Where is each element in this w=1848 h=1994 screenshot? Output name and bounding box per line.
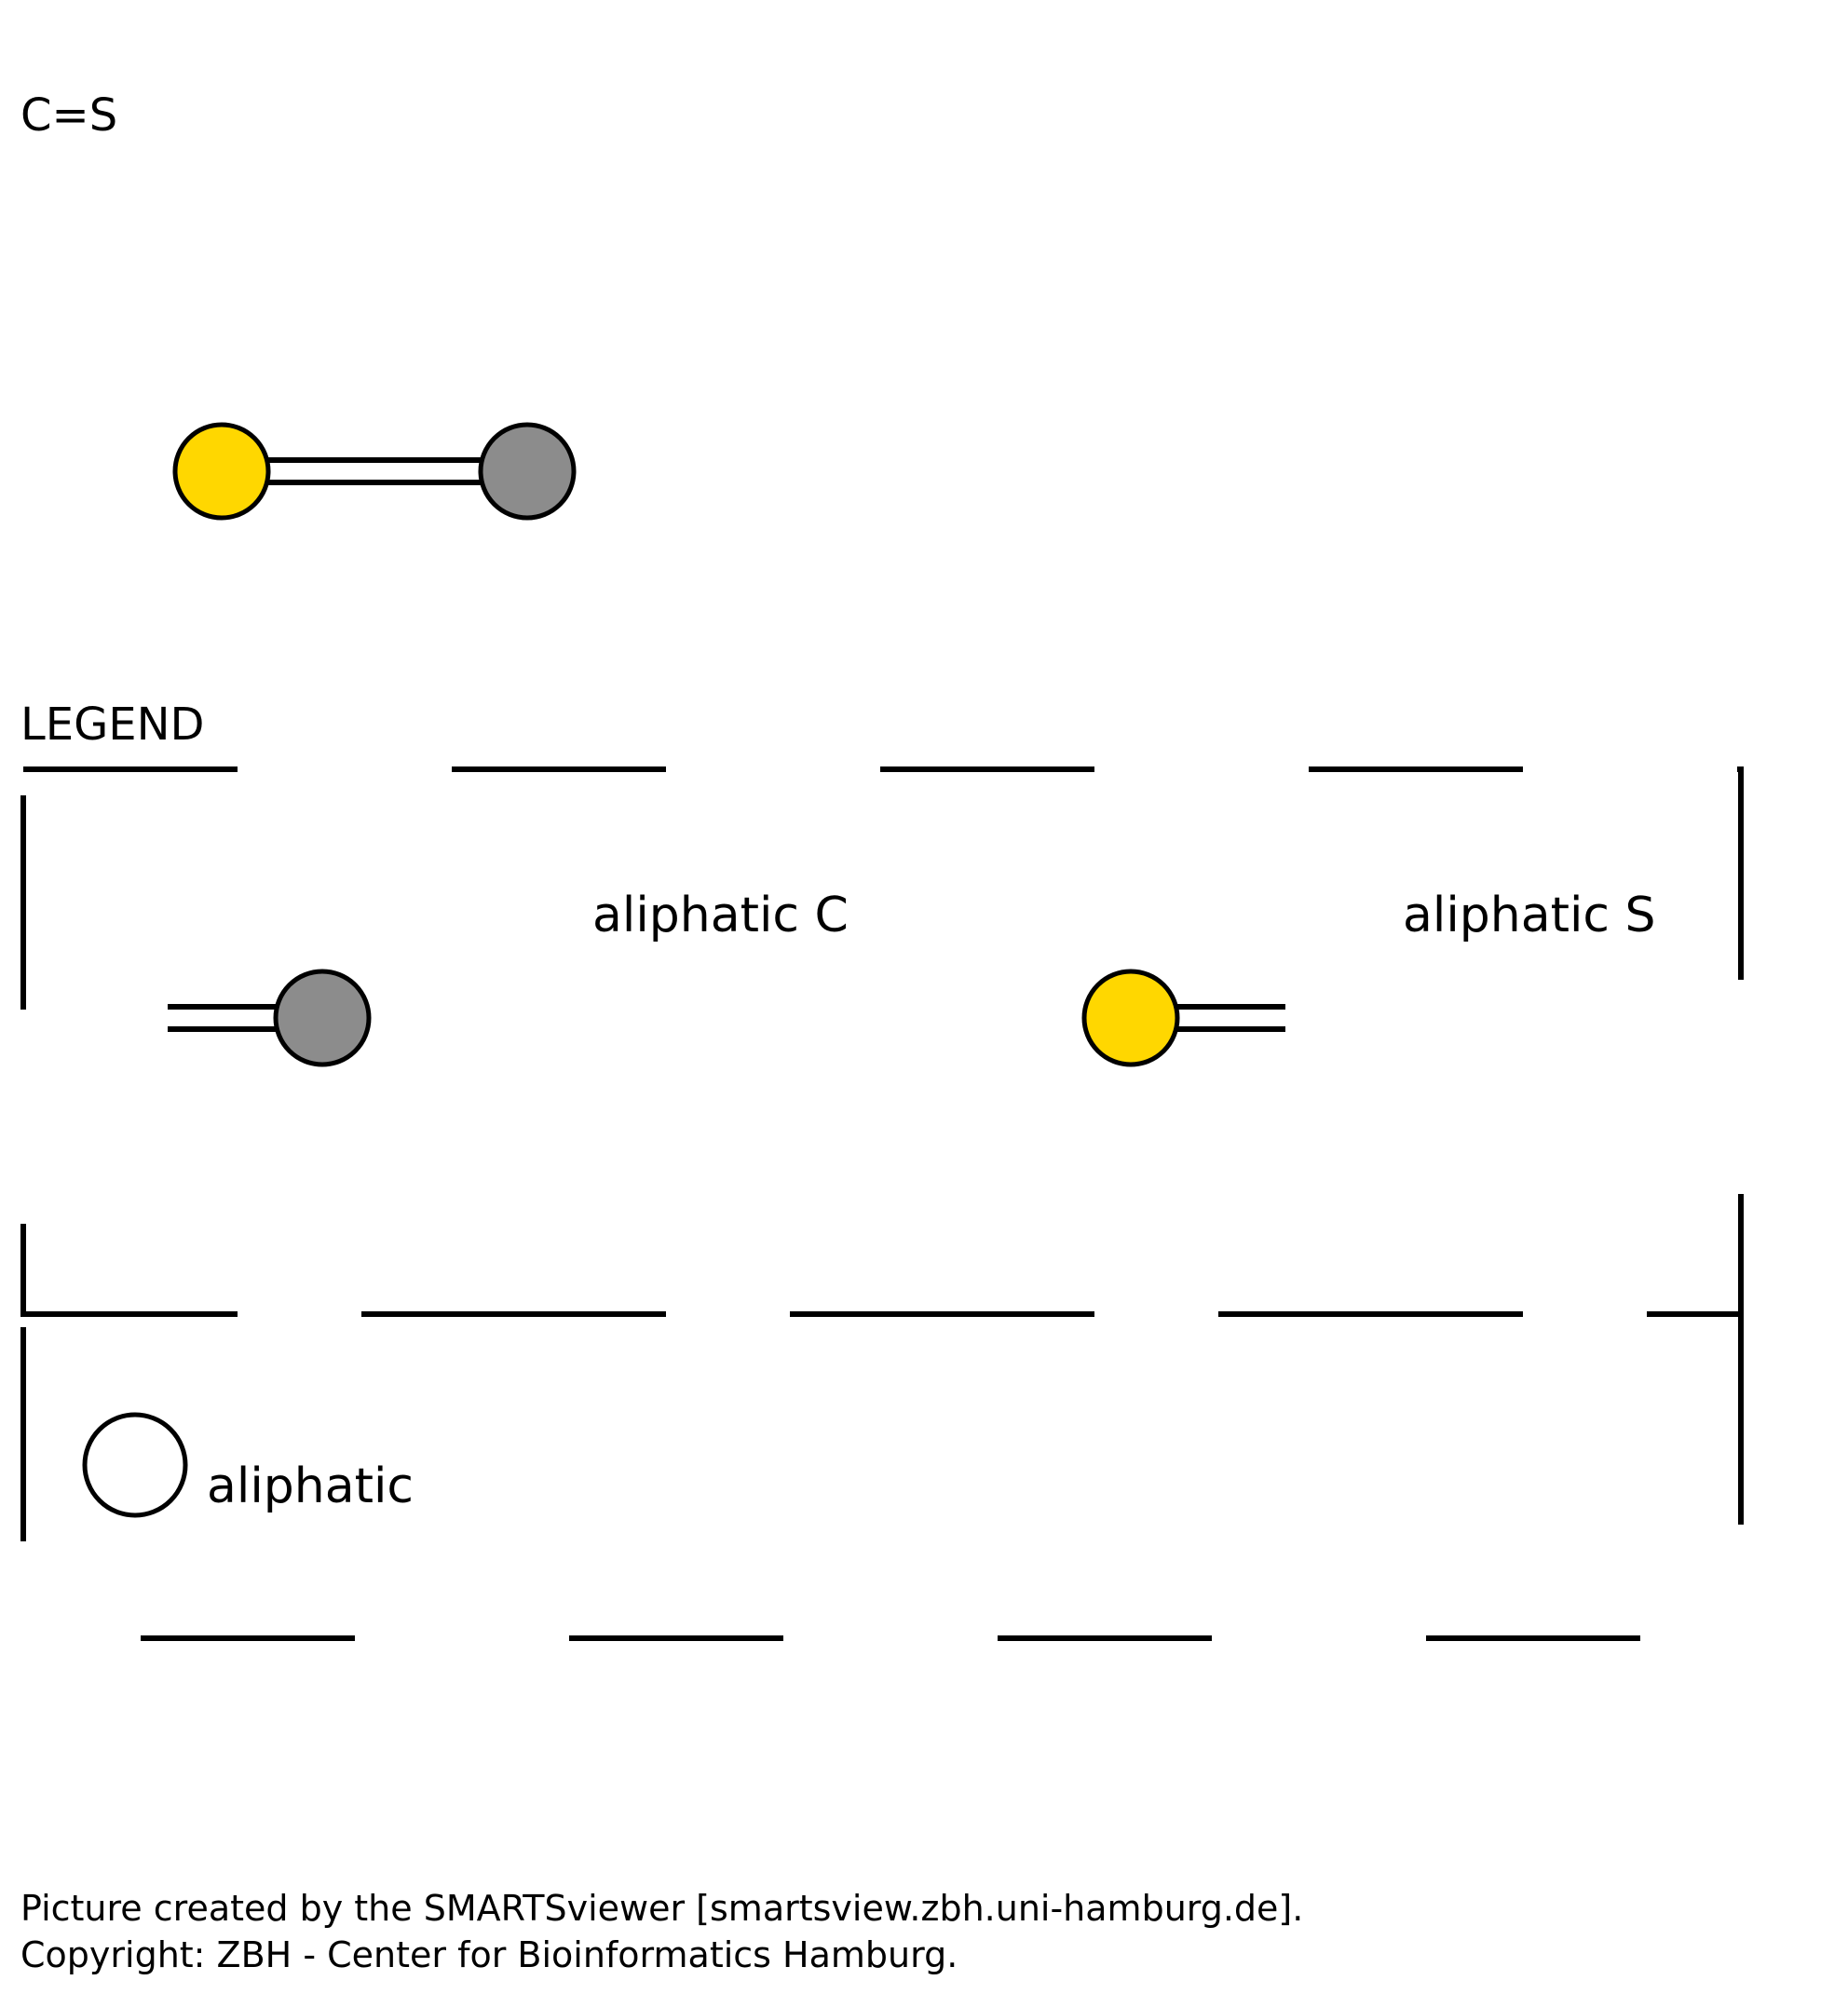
legend-label-aliphatic: aliphatic <box>207 1458 414 1514</box>
legend-label-aliphatic-s: aliphatic S <box>1403 888 1656 943</box>
legend-sulfur-atom <box>1081 969 1180 1067</box>
molecule <box>172 422 577 521</box>
double-bond <box>268 457 481 485</box>
legend-carbon-atom <box>273 969 372 1067</box>
legend-sulfur-symbol <box>1081 969 1285 1067</box>
atom-sulfur <box>172 422 271 521</box>
legend-label-aliphatic-c: aliphatic C <box>592 888 849 943</box>
legend-carbon-symbol <box>168 969 372 1067</box>
footer-copyright: Copyright: ZBH - Center for Bioinformati… <box>20 1934 958 1975</box>
smarts-title: C=S <box>20 89 118 142</box>
atom-carbon <box>478 422 577 521</box>
legend-aliphatic-circle <box>82 1412 188 1518</box>
legend-title: LEGEND <box>20 699 205 751</box>
legend-aromaticity-box <box>20 1311 1744 1641</box>
footer-credit: Picture created by the SMARTSviewer [sma… <box>20 1888 1304 1929</box>
